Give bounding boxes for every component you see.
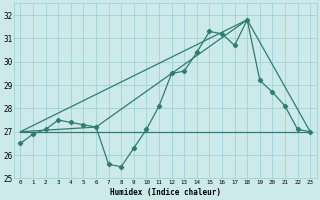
X-axis label: Humidex (Indice chaleur): Humidex (Indice chaleur) <box>110 188 221 197</box>
